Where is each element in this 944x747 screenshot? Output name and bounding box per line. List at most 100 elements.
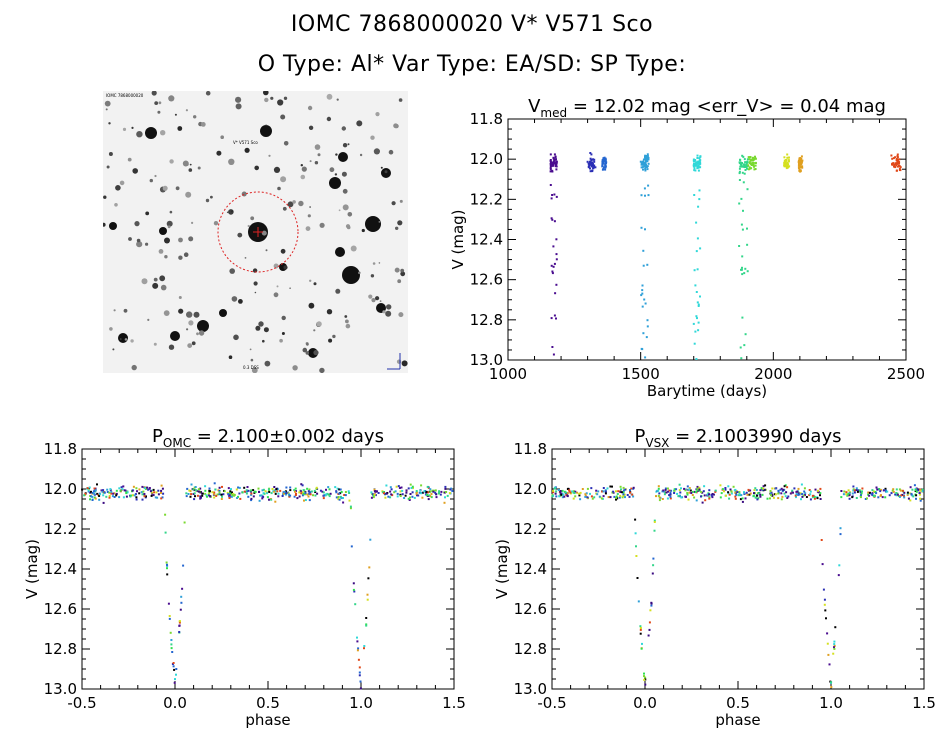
data-point <box>643 187 646 190</box>
data-point <box>312 494 314 497</box>
data-point <box>201 492 204 495</box>
data-point <box>421 491 424 494</box>
data-point <box>724 487 727 489</box>
data-point <box>724 488 727 491</box>
data-point <box>266 492 269 495</box>
data-point <box>549 170 552 173</box>
data-point <box>899 489 902 492</box>
data-point <box>601 161 604 164</box>
data-point <box>347 490 350 493</box>
data-point <box>420 492 423 495</box>
data-point <box>813 497 816 500</box>
star <box>329 167 335 173</box>
data-point <box>420 484 423 487</box>
star <box>372 262 376 265</box>
data-point <box>194 495 196 498</box>
data-point <box>860 493 862 496</box>
data-point <box>373 488 376 491</box>
data-point <box>306 493 309 496</box>
star <box>103 195 107 199</box>
data-point <box>396 492 399 495</box>
data-point <box>423 490 426 493</box>
data-point <box>115 494 118 497</box>
star <box>292 200 296 204</box>
data-point <box>579 491 582 494</box>
data-point <box>730 490 733 493</box>
data-point <box>448 492 451 495</box>
star <box>235 96 242 103</box>
data-point <box>900 494 903 497</box>
data-point <box>302 489 305 492</box>
data-point <box>759 489 762 492</box>
data-point <box>160 489 163 492</box>
star <box>264 97 269 103</box>
data-point <box>853 489 856 492</box>
data-point <box>401 493 404 496</box>
data-point <box>634 532 637 535</box>
star <box>104 100 111 107</box>
data-point <box>309 493 312 496</box>
star <box>231 210 233 213</box>
data-point <box>609 496 612 499</box>
data-point <box>430 496 433 499</box>
data-point <box>693 162 695 165</box>
star <box>162 185 168 191</box>
data-point <box>415 491 418 494</box>
data-point <box>358 674 361 677</box>
data-point <box>552 156 555 159</box>
data-point <box>338 488 341 491</box>
data-point <box>209 495 212 498</box>
data-point <box>245 489 248 492</box>
star <box>356 120 363 127</box>
data-point <box>157 493 160 496</box>
data-point <box>373 493 376 496</box>
data-point <box>419 489 422 492</box>
data-point <box>615 496 618 499</box>
data-point <box>783 492 786 495</box>
data-point <box>641 348 644 351</box>
data-point <box>186 487 189 490</box>
data-point <box>830 681 833 684</box>
data-point <box>708 489 711 492</box>
data-point <box>550 217 553 220</box>
data-point <box>612 491 615 494</box>
data-point <box>884 496 887 499</box>
data-point <box>896 156 899 159</box>
data-point <box>649 609 652 612</box>
data-point <box>676 492 679 495</box>
data-point <box>193 489 196 492</box>
y-tick-label: 13.0 <box>514 680 547 698</box>
data-point <box>86 487 89 490</box>
data-point <box>740 494 743 497</box>
data-point <box>903 495 905 498</box>
star <box>164 237 170 244</box>
data-point <box>555 283 558 286</box>
data-point <box>190 483 193 486</box>
y-tick-label: 12.4 <box>44 560 77 578</box>
data-point <box>734 491 737 494</box>
data-point <box>295 492 297 495</box>
data-point <box>783 156 786 159</box>
data-point <box>669 492 672 494</box>
data-point <box>425 490 428 493</box>
data-point <box>622 486 625 489</box>
data-point <box>166 567 168 570</box>
data-point <box>644 683 647 686</box>
data-point <box>741 273 744 276</box>
data-point <box>751 164 754 166</box>
data-point <box>150 491 153 494</box>
data-point <box>569 491 572 494</box>
star <box>233 334 239 341</box>
star <box>118 333 128 343</box>
star <box>151 91 157 96</box>
data-point <box>604 160 607 163</box>
data-point <box>551 169 554 172</box>
star <box>120 338 122 340</box>
data-point <box>793 487 796 490</box>
data-point <box>752 164 755 167</box>
data-point <box>708 496 711 499</box>
data-point <box>677 495 680 498</box>
data-point <box>564 491 567 494</box>
data-point <box>89 498 91 501</box>
data-point <box>133 494 136 497</box>
